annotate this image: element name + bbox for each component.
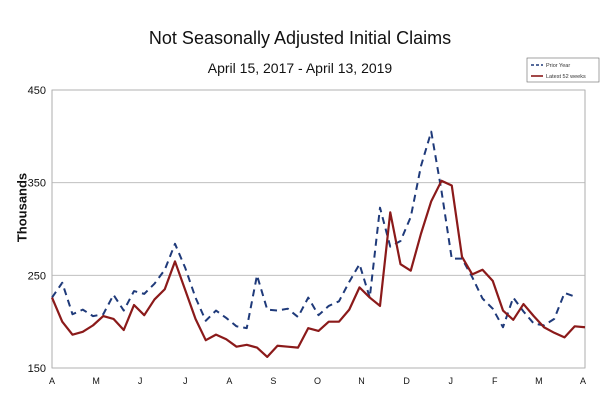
x-tick-label: N — [358, 376, 365, 386]
x-tick-label: D — [403, 376, 410, 386]
x-tick-label: F — [492, 376, 498, 386]
y-tick-label: 450 — [28, 85, 46, 97]
chart-subtitle: April 15, 2017 - April 13, 2019 — [207, 60, 393, 76]
x-tick-label: M — [92, 376, 100, 386]
y-tick-label: 150 — [28, 363, 46, 375]
series-line-prior-year — [51, 130, 576, 330]
x-tick-label: A — [226, 376, 232, 386]
x-tick-label: O — [314, 376, 321, 386]
x-tick-label: J — [183, 376, 188, 386]
x-tick-label: J — [448, 376, 453, 386]
y-tick-label: 350 — [28, 178, 46, 190]
legend-label-latest-52-weeks: Latest 52 weeks — [546, 74, 586, 80]
series-layer — [50, 130, 586, 358]
plot-border — [51, 89, 586, 369]
x-tick-label: A — [49, 376, 55, 386]
axis-layer: 150 250 350 450 A M J J A S O N D J F M A — [28, 85, 586, 386]
legend-label-prior-year: Prior Year — [546, 63, 570, 69]
grid-layer — [51, 89, 586, 369]
x-tick-label: S — [270, 376, 276, 386]
legend: Prior Year Latest 52 weeks — [526, 57, 600, 83]
chart-title: Not Seasonally Adjusted Initial Claims — [148, 28, 452, 48]
x-tick-label: A — [580, 376, 586, 386]
legend-box — [526, 57, 600, 83]
x-tick-label: M — [535, 376, 543, 386]
x-tick-label: J — [138, 376, 143, 386]
series-line-latest-52-weeks — [50, 179, 586, 358]
y-tick-label: 250 — [28, 270, 46, 282]
